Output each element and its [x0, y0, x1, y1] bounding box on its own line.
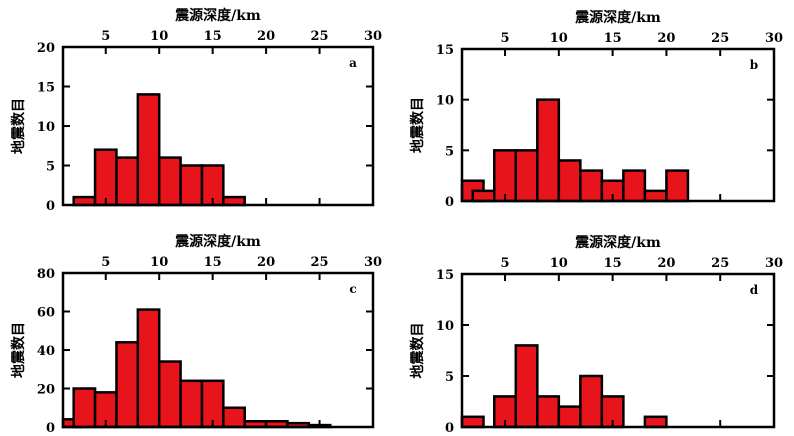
chart-panel-d: 5 10 15 20 25 30 0 5 10 15 震源深度/km 地震数目 d — [409, 234, 783, 436]
y-tick-label: 15 — [436, 268, 454, 283]
chart-panel-b: 5 10 15 20 25 30 0 5 10 15 震源深度/km 地震数目 b — [409, 9, 783, 210]
x-tick-label: 30 — [364, 255, 382, 270]
x-tick-label: 20 — [657, 31, 675, 46]
histogram-bar — [471, 189, 496, 203]
histogram-bar — [460, 415, 485, 429]
x-tick-label: 30 — [765, 256, 783, 271]
y-tick-label: 10 — [37, 120, 55, 135]
y-tick-label: 20 — [37, 41, 55, 56]
x-axis-title: 震源深度/km — [574, 9, 661, 26]
histogram-bar — [222, 406, 246, 429]
x-axis-title: 震源深度/km — [174, 233, 261, 250]
histogram-bar — [136, 93, 161, 207]
x-tick-label: 10 — [550, 256, 568, 271]
x-tick-label: 25 — [311, 255, 329, 270]
histogram-bar — [179, 379, 204, 429]
histogram-bar — [536, 395, 561, 429]
x-tick-label: 15 — [604, 31, 622, 46]
x-tick-label: 10 — [150, 255, 168, 270]
histogram-bar — [536, 98, 561, 203]
y-tick-label: 5 — [445, 370, 454, 385]
chart-panel-a: 5 10 15 20 25 30 0 5 10 15 20 震源深度/km 地震数目 a — [10, 7, 382, 214]
x-tick-label: 20 — [257, 29, 275, 44]
y-axis-title: 地震数目 — [10, 98, 27, 154]
y-tick-label: 5 — [46, 160, 55, 175]
y-axis-title: 地震数目 — [409, 323, 426, 379]
y-tick-label: 20 — [37, 383, 55, 398]
x-tick-label: 10 — [150, 29, 168, 44]
x-tick-label: 20 — [257, 255, 275, 270]
x-tick-label: 25 — [711, 31, 729, 46]
x-axis-title: 震源深度/km — [574, 234, 661, 251]
y-tick-label: 15 — [37, 81, 55, 96]
histogram-bar — [514, 149, 539, 203]
x-tick-label: 30 — [765, 31, 783, 46]
histogram-bar — [622, 169, 647, 203]
histogram-bar — [557, 159, 582, 203]
x-tick-label: 15 — [604, 256, 622, 271]
x-tick-label: 15 — [204, 255, 222, 270]
y-tick-label: 80 — [37, 267, 55, 282]
y-tick-label: 0 — [46, 421, 55, 436]
x-tick-label: 20 — [657, 256, 675, 271]
panel-letter: d — [750, 283, 759, 297]
x-tick-label: 30 — [364, 29, 382, 44]
y-tick-label: 0 — [445, 421, 454, 436]
y-axis-title: 地震数目 — [10, 322, 27, 378]
x-axis-title: 震源深度/km — [174, 7, 261, 24]
histogram-bar — [72, 387, 97, 429]
x-tick-label: 25 — [711, 256, 729, 271]
x-tick-label: 15 — [204, 29, 222, 44]
y-tick-label: 5 — [445, 144, 454, 159]
plot-frame — [460, 47, 776, 203]
x-tick-label: 10 — [550, 31, 568, 46]
y-tick-label: 15 — [436, 43, 454, 58]
histogram-bar — [93, 148, 118, 207]
x-tick-label: 25 — [311, 29, 329, 44]
y-tick-label: 60 — [37, 306, 55, 321]
histogram-bar — [179, 164, 204, 207]
histogram-bar — [157, 156, 182, 207]
histogram-bar — [557, 405, 582, 429]
histogram-bar — [514, 344, 539, 429]
histogram-bar — [157, 360, 182, 429]
histogram-bar — [579, 374, 604, 429]
panel-letter: b — [750, 58, 758, 72]
histogram-bar — [136, 308, 161, 429]
panel-letter: a — [349, 56, 357, 70]
y-tick-label: 10 — [436, 94, 454, 109]
panel-letter: c — [349, 282, 356, 296]
chart-panel-c: 5 10 15 20 25 30 0 20 40 60 80 震源深度/km 地震数目 c — [10, 233, 382, 436]
histogram-bar — [493, 149, 518, 203]
x-tick-label: 5 — [501, 256, 510, 271]
y-tick-label: 0 — [445, 195, 454, 210]
histogram-bar — [115, 156, 140, 207]
x-tick-label: 5 — [101, 255, 110, 270]
histogram-bar — [665, 169, 690, 203]
x-tick-label: 5 — [501, 31, 510, 46]
histogram-bar — [643, 415, 668, 429]
y-tick-label: 10 — [436, 319, 454, 334]
histogram-bar — [115, 341, 140, 429]
x-tick-label: 5 — [101, 29, 110, 44]
histogram-bar — [579, 169, 604, 203]
y-tick-label: 40 — [37, 344, 55, 359]
histogram-bar — [643, 189, 668, 203]
y-tick-label: 0 — [46, 199, 55, 214]
plot-frame — [460, 272, 776, 429]
y-axis-title: 地震数目 — [409, 97, 426, 153]
